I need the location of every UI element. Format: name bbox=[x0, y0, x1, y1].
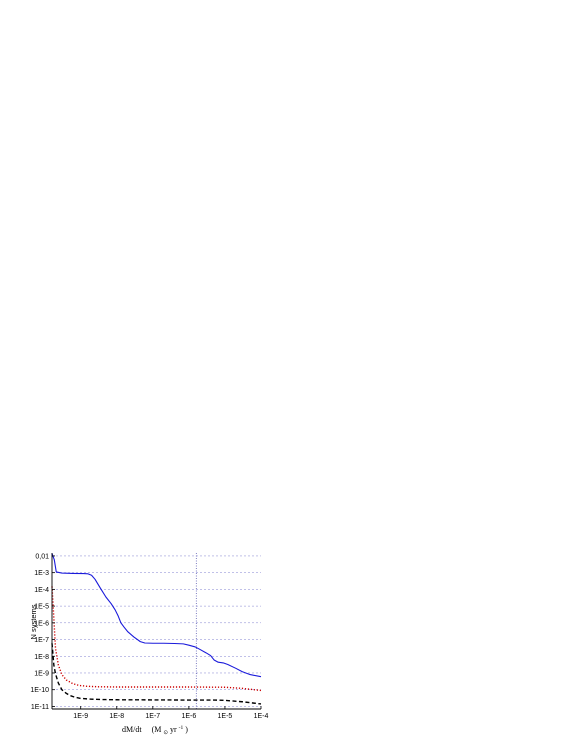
y-tick-label: 0,01 bbox=[35, 553, 49, 560]
x-axis-title-main: dM/dt bbox=[122, 725, 142, 734]
y-tick-label: 1E-6 bbox=[34, 620, 49, 627]
series-line-1 bbox=[51, 553, 262, 678]
y-tick-label: 1E-7 bbox=[34, 637, 49, 644]
x-axis-title-unit-sup: -1 bbox=[179, 725, 184, 731]
x-tick-label: 1E-6 bbox=[181, 713, 196, 720]
y-tick-label: 1E-5 bbox=[34, 604, 49, 611]
y-tick-label: 1E-9 bbox=[34, 670, 49, 677]
y-tick-label: 1E-11 bbox=[31, 704, 49, 711]
y-tick-label: 1E-8 bbox=[34, 654, 49, 661]
axes bbox=[51, 553, 261, 710]
x-axis-title-unit-open: (M bbox=[152, 725, 162, 734]
x-axis-title-unit-mid: yr bbox=[170, 725, 177, 734]
y-tick-label: 1E-10 bbox=[30, 687, 49, 694]
series-lines bbox=[51, 553, 262, 705]
y-axis-title: N systems bbox=[29, 604, 38, 639]
grid-lines bbox=[52, 553, 261, 709]
x-axis-title: dM/dt (M ⊙ yr -1 ) bbox=[122, 722, 188, 736]
x-tick-label: 1E-9 bbox=[73, 713, 88, 720]
x-axis-ticks: 1E-9 1E-8 1E-7 1E-6 1E-5 1E-4 bbox=[73, 706, 268, 720]
y-axis-ticks: 0,01 1E-3 1E-4 1E-5 1E-6 1E-7 1E-8 1E-9 1E-10 1E-… bbox=[30, 553, 55, 711]
x-axis-title-unit-sub: ⊙ bbox=[163, 730, 168, 736]
x-axis-title-unit-close: ) bbox=[185, 725, 188, 734]
y-tick-label: 1E-4 bbox=[34, 587, 49, 594]
x-tick-label: 1E-8 bbox=[109, 713, 124, 720]
x-tick-label: 1E-5 bbox=[218, 713, 233, 720]
x-tick-label: 1E-4 bbox=[254, 713, 269, 720]
y-tick-label: 1E-3 bbox=[34, 570, 49, 577]
series-line-2 bbox=[51, 586, 262, 692]
x-tick-label: 1E-7 bbox=[145, 713, 160, 720]
series-line-3 bbox=[51, 643, 262, 705]
